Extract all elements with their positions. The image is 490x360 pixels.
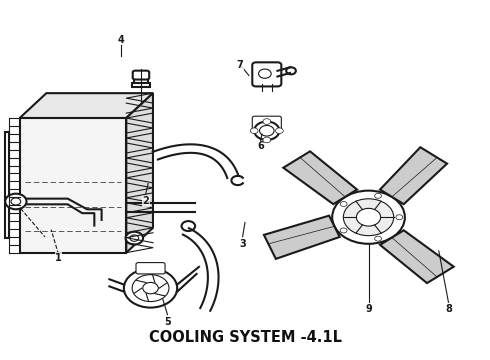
Circle shape [286,67,296,75]
Circle shape [143,283,158,294]
Polygon shape [126,93,153,253]
Circle shape [263,137,270,143]
Circle shape [340,202,347,207]
FancyBboxPatch shape [252,116,281,130]
Circle shape [250,128,258,134]
FancyBboxPatch shape [132,83,149,87]
Circle shape [181,221,195,231]
FancyBboxPatch shape [133,71,149,80]
Circle shape [340,228,347,233]
Circle shape [259,69,271,78]
Polygon shape [264,216,340,259]
FancyBboxPatch shape [252,62,281,86]
Circle shape [375,236,381,241]
Circle shape [5,194,26,209]
Circle shape [130,235,139,241]
Text: 6: 6 [257,141,264,151]
Polygon shape [380,147,447,204]
Circle shape [275,128,283,134]
Circle shape [396,215,403,220]
Polygon shape [5,132,9,238]
Text: 8: 8 [445,304,452,314]
Circle shape [254,122,279,140]
Text: 9: 9 [365,304,372,314]
Polygon shape [20,118,126,253]
Circle shape [260,125,274,136]
Text: 7: 7 [237,60,244,70]
Text: 1: 1 [55,253,62,263]
Text: 2: 2 [142,196,149,206]
Circle shape [356,208,381,226]
Circle shape [124,269,177,307]
FancyBboxPatch shape [136,262,165,274]
Text: 5: 5 [164,317,171,327]
Text: 4: 4 [118,35,125,45]
Circle shape [132,275,169,302]
Polygon shape [20,93,153,118]
Circle shape [375,193,381,198]
Circle shape [343,199,394,236]
Polygon shape [380,230,454,283]
Circle shape [125,232,143,244]
Text: COOLING SYSTEM -4.1L: COOLING SYSTEM -4.1L [148,330,342,345]
Polygon shape [283,151,357,204]
Text: 3: 3 [239,239,246,249]
Circle shape [263,119,270,124]
FancyBboxPatch shape [134,77,148,85]
Circle shape [332,191,405,244]
Circle shape [11,198,21,205]
